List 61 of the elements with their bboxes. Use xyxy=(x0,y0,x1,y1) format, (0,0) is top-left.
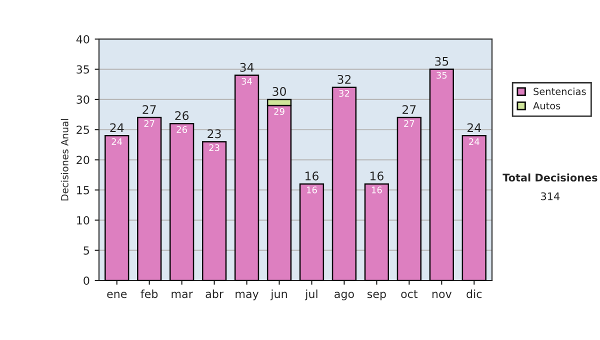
data-label: 35 xyxy=(436,72,447,79)
data-label: 24 xyxy=(469,138,480,145)
bar xyxy=(332,86,357,280)
y-tick-label: 25 xyxy=(76,126,89,134)
data-label: 24 xyxy=(112,138,122,145)
data-label: 27 xyxy=(404,120,414,127)
total-label: 32 xyxy=(338,74,351,84)
text: Total Decisiones xyxy=(502,173,598,182)
total-label: 23 xyxy=(208,129,221,138)
data-label: 27 xyxy=(144,120,154,127)
total-label: 24 xyxy=(110,123,124,132)
y-tick-label: 5 xyxy=(84,246,89,255)
x-tick-label: nov xyxy=(432,292,452,298)
data-label: 26 xyxy=(176,126,187,133)
legend-label: Sentencias xyxy=(534,88,586,96)
x-tick-label: may xyxy=(236,292,259,300)
data-label: 16 xyxy=(372,186,382,194)
data-label: 23 xyxy=(209,144,220,152)
bar xyxy=(137,116,162,280)
x-tick-label: sep xyxy=(367,292,386,300)
total-label: 27 xyxy=(142,105,156,114)
data-label: 34 xyxy=(242,78,252,85)
text: 314 xyxy=(541,192,560,200)
y-axis-title: Decisiones Anual xyxy=(60,119,68,200)
total-label: 24 xyxy=(467,123,481,132)
x-tick-label: ene xyxy=(107,292,127,298)
x-tick-label: jun xyxy=(270,290,287,300)
x-tick-label: dic xyxy=(466,290,482,298)
total-label: 35 xyxy=(435,56,448,66)
x-tick-label: ago xyxy=(334,292,354,300)
y-tick-label: 0 xyxy=(84,276,90,285)
x-tick-label: abr xyxy=(206,290,224,298)
legend-label: Autos xyxy=(533,102,560,110)
total-label: 16 xyxy=(306,172,319,180)
total-label: 27 xyxy=(402,105,416,114)
total-label: 30 xyxy=(272,87,286,96)
bar xyxy=(462,135,486,280)
y-tick-label: 15 xyxy=(77,186,89,194)
bar xyxy=(299,183,324,280)
total-label: 26 xyxy=(175,111,189,120)
data-label: 29 xyxy=(274,108,284,115)
total-label: 34 xyxy=(240,62,254,72)
bar xyxy=(396,116,422,280)
x-tick-label: mar xyxy=(172,292,193,298)
y-tick-label: 20 xyxy=(76,156,90,164)
y-tick-label: 35 xyxy=(76,65,89,74)
bar xyxy=(234,74,260,280)
y-tick-label: 10 xyxy=(77,216,90,225)
bar xyxy=(429,68,454,280)
data-label: 16 xyxy=(306,186,317,194)
x-tick-label: oct xyxy=(401,290,418,298)
x-tick-label: jul xyxy=(304,290,318,300)
x-tick-label: feb xyxy=(140,290,158,298)
bar xyxy=(202,141,227,280)
bar xyxy=(364,183,390,280)
bar xyxy=(170,122,194,280)
total-label: 16 xyxy=(370,172,384,180)
y-tick-label: 30 xyxy=(76,95,90,104)
y-tick-label: 40 xyxy=(76,35,90,44)
bar xyxy=(104,135,130,280)
data-label: 32 xyxy=(339,90,350,97)
